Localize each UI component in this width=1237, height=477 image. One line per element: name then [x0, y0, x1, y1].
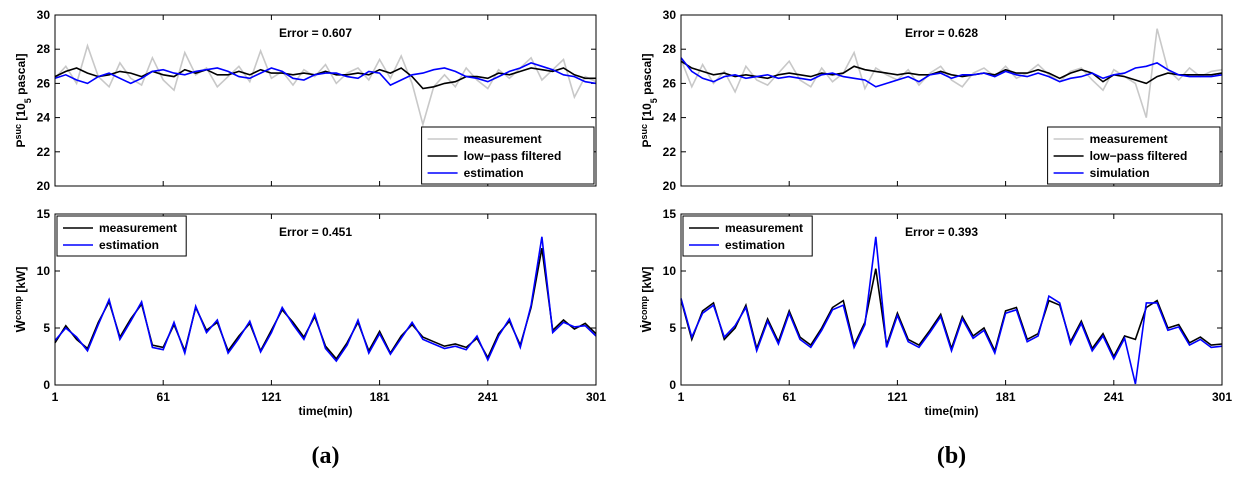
- series-line: [54, 67, 596, 90]
- y-tick-label: 24: [663, 111, 677, 125]
- x-tick-label: 181: [996, 390, 1016, 404]
- y-axis-label: Psuc [105 pascal]: [13, 54, 33, 148]
- legend-label: simulation: [1090, 166, 1150, 180]
- legend: measurement estimation: [682, 215, 813, 257]
- annotation: Error = 0.393: [905, 225, 978, 239]
- y-axis-label-part: Ẇ: [13, 319, 28, 332]
- legend-label: measurement: [1090, 132, 1168, 146]
- legend-label: measurement: [725, 221, 803, 235]
- y-tick-label: 22: [663, 145, 677, 159]
- y-tick-label: 30: [663, 8, 677, 22]
- x-axis-label: time(min): [299, 404, 353, 418]
- y-tick-label: 22: [37, 145, 51, 159]
- panel-caption: (b): [937, 443, 966, 469]
- x-tick-label: 301: [586, 390, 606, 404]
- legend: measurement low−pass filtered estimation: [421, 126, 595, 185]
- series-line: [680, 28, 1223, 118]
- series-line: [680, 60, 1223, 85]
- x-tick-label: 61: [783, 390, 797, 404]
- y-axis-label-part: Ẇ: [639, 319, 654, 332]
- y-tick-label: 5: [43, 321, 50, 335]
- y-tick-label: 20: [37, 179, 51, 193]
- legend-label: estimation: [464, 166, 524, 180]
- x-tick-label: 181: [370, 390, 390, 404]
- y-tick-label: 10: [37, 264, 51, 278]
- annotation: Error = 0.607: [279, 26, 352, 40]
- subplot: 0 5 10 15 1 61 121 181 241 301 Error = 0.451 Ẇcomp …: [13, 207, 606, 469]
- y-axis-label-part: [10: [14, 103, 28, 124]
- y-axis-label-part: [kW]: [640, 267, 654, 296]
- y-tick-label: 28: [37, 42, 51, 56]
- y-axis-label: Psuc [105 pascal]: [639, 54, 659, 148]
- axes-frame: [680, 213, 1223, 386]
- legend-label: estimation: [99, 238, 159, 252]
- y-axis-label-part: suc: [639, 124, 649, 140]
- y-axis-label-part: pascal]: [14, 54, 28, 99]
- y-axis-label-part: [kW]: [14, 267, 28, 296]
- y-axis-label-part: [10: [640, 103, 654, 124]
- series-line: [54, 236, 597, 363]
- y-axis-label-part: suc: [13, 124, 23, 140]
- legend-label: measurement: [99, 221, 177, 235]
- legend-label: measurement: [464, 132, 542, 146]
- y-axis-label-part: pascal]: [640, 54, 654, 99]
- series-line: [680, 57, 1223, 88]
- legend-label: low−pass filtered: [1090, 149, 1188, 163]
- subplot: 20 22 24 26 28 30 Error = 0.628 Psuc [105 pasca…: [639, 8, 1223, 193]
- axes-frame: [54, 213, 597, 386]
- legend: measurement low−pass filtered simulation: [1047, 126, 1221, 185]
- x-tick-label: 301: [1212, 390, 1232, 404]
- axes-frame: [54, 14, 597, 187]
- y-axis-label: Ẇcomp [kW]: [639, 267, 654, 333]
- y-axis-label: Ẇcomp [kW]: [13, 267, 28, 333]
- y-tick-label: 0: [669, 378, 676, 392]
- legend-label: low−pass filtered: [464, 149, 562, 163]
- annotation: Error = 0.628: [905, 26, 978, 40]
- x-tick-label: 121: [887, 390, 907, 404]
- y-axis-label-part: 5: [23, 98, 33, 103]
- y-axis-label-part: P: [14, 139, 28, 147]
- series-line: [54, 62, 597, 87]
- y-tick-label: 20: [663, 179, 677, 193]
- y-axis-label-part: comp: [13, 296, 23, 321]
- legend-box: [56, 215, 187, 257]
- legend-box: [682, 215, 813, 257]
- x-tick-label: 241: [1104, 390, 1124, 404]
- subplot: 20 22 24 26 28 30 Error = 0.607 Psuc [105 pasca…: [13, 8, 597, 193]
- y-tick-label: 26: [663, 76, 677, 90]
- x-tick-label: 1: [52, 390, 59, 404]
- axes-frame: [680, 14, 1223, 187]
- y-tick-label: 10: [663, 264, 677, 278]
- y-axis-label-part: P: [640, 139, 654, 147]
- y-axis-label-part: 5: [649, 98, 659, 103]
- y-tick-label: 5: [669, 321, 676, 335]
- annotation: Error = 0.451: [279, 225, 352, 239]
- y-tick-label: 30: [37, 8, 51, 22]
- x-tick-label: 241: [478, 390, 498, 404]
- y-tick-label: 15: [663, 207, 677, 221]
- y-tick-label: 26: [37, 76, 51, 90]
- x-tick-label: 61: [157, 390, 171, 404]
- y-tick-label: 24: [37, 111, 51, 125]
- panel-caption: (a): [312, 443, 340, 469]
- y-tick-label: 15: [37, 207, 51, 221]
- y-axis-label-part: comp: [639, 296, 649, 321]
- legend-label: estimation: [725, 238, 785, 252]
- x-axis-label: time(min): [925, 404, 979, 418]
- x-tick-label: 1: [678, 390, 685, 404]
- series-line: [680, 236, 1223, 385]
- legend: measurement estimation: [56, 215, 187, 257]
- subplot: 0 5 10 15 1 61 121 181 241 301 Error = 0.393 Ẇcomp …: [639, 207, 1232, 469]
- x-tick-label: 121: [261, 390, 281, 404]
- y-tick-label: 0: [43, 378, 50, 392]
- y-tick-label: 28: [663, 42, 677, 56]
